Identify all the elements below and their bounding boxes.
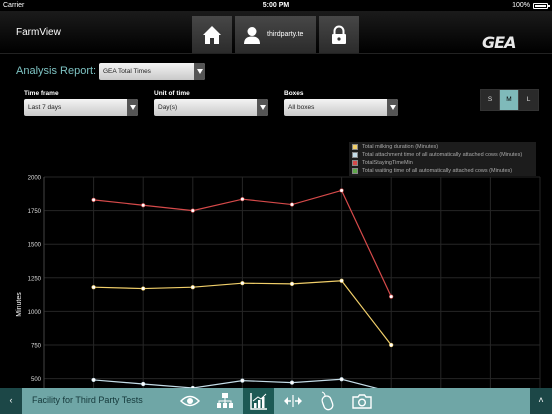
clock: 5:00 PM (262, 2, 290, 9)
bar-chart-icon (249, 393, 267, 410)
data-point (240, 378, 245, 383)
legend-item: Total attachment time of all automatical… (352, 151, 533, 159)
line-chart: 500 750 1000 1250 1500 1750 2000 Minutes (16, 176, 541, 388)
boxes-select[interactable]: All boxes (284, 99, 398, 116)
top-nav: FarmView thirdparty.te GEA (0, 11, 552, 54)
carrier-label: Carrier (3, 2, 25, 9)
y-tick-label: 750 (31, 343, 42, 349)
y-tick-label: 1000 (28, 310, 42, 316)
layout-button[interactable] (209, 388, 240, 414)
chevron-left-icon: ‹ (9, 395, 13, 405)
legend-item: Total waiting time of all automatically … (352, 167, 533, 175)
unit-of-time-select-value: Day(s) (158, 104, 178, 111)
facility-name: Facility for Third Party Tests (32, 395, 143, 405)
user-button[interactable]: thirdparty.te (235, 16, 316, 53)
data-point (240, 197, 245, 202)
home-icon (203, 25, 221, 44)
y-tick-label: 1750 (28, 209, 42, 215)
previous-button[interactable]: ‹ (0, 388, 22, 414)
camera-icon (351, 394, 372, 409)
mouse-icon (320, 391, 333, 411)
data-point (289, 380, 295, 385)
scroll-up-button[interactable]: ˄ (530, 388, 552, 414)
eye-icon (179, 395, 200, 407)
lock-button[interactable] (319, 16, 359, 53)
data-point (339, 377, 344, 382)
data-point (389, 294, 394, 299)
timeframe-select-value: Last 7 days (28, 104, 62, 111)
y-tick-label: 500 (31, 377, 42, 383)
legend-swatch (352, 160, 358, 166)
battery-icon (533, 3, 550, 9)
y-tick-label: 1500 (28, 243, 42, 249)
data-point (289, 202, 295, 207)
timeframe-label: Time frame (24, 90, 59, 97)
chart-legend: Total milking duration (Minutes) Total a… (349, 142, 536, 176)
report-select-value: GEA Total Times (103, 68, 151, 75)
data-point (141, 203, 146, 208)
legend-label: Total waiting time of all automatically … (362, 168, 513, 174)
data-point (389, 342, 394, 348)
y-axis-label: Minutes (16, 292, 23, 317)
data-point (91, 197, 96, 202)
home-button[interactable] (192, 16, 232, 53)
legend-swatch (352, 144, 358, 150)
chevron-up-icon: ˄ (538, 395, 544, 405)
boxes-label: Boxes (284, 90, 304, 97)
bottom-toolbar: ‹ Facility for Third Party Tests (0, 388, 552, 414)
data-point (289, 281, 295, 286)
touch-button[interactable] (311, 388, 342, 414)
boxes-select-value: All boxes (288, 104, 315, 111)
unit-of-time-label: Unit of time (154, 90, 190, 97)
data-point (91, 377, 96, 383)
expand-button[interactable] (277, 388, 308, 414)
chart-button[interactable] (243, 388, 274, 414)
camera-button[interactable] (346, 388, 377, 414)
y-tick-label: 2000 (28, 176, 42, 182)
expand-horizontal-icon (283, 395, 302, 407)
legend-label: TotalStayingTimeMin (362, 160, 413, 166)
app-title: FarmView (16, 27, 61, 38)
legend-item: TotalStayingTimeMin (352, 159, 533, 167)
report-select[interactable]: GEA Total Times (99, 63, 205, 80)
data-point (190, 208, 195, 213)
size-toggle: S M L (480, 89, 539, 111)
data-point (91, 285, 96, 290)
data-point (339, 278, 344, 283)
legend-swatch (352, 168, 358, 174)
lock-icon (332, 25, 346, 44)
chevron-down-icon (257, 99, 268, 116)
chevron-down-icon (387, 99, 398, 116)
chevron-down-icon (127, 99, 138, 116)
data-point (141, 381, 146, 387)
y-tick-label: 1250 (28, 276, 42, 282)
chevron-down-icon (194, 63, 205, 80)
legend-item: Total milking duration (Minutes) (352, 143, 533, 151)
analysis-report-label: Analysis Report: (16, 65, 97, 77)
data-point (240, 281, 245, 286)
timeframe-select[interactable]: Last 7 days (24, 99, 138, 116)
size-m-button[interactable]: M (500, 90, 519, 110)
data-point (190, 285, 195, 290)
legend-label: Total milking duration (Minutes) (362, 144, 439, 150)
battery-percent: 100% (512, 2, 530, 9)
data-point (339, 188, 344, 193)
legend-label: Total attachment time of all automatical… (362, 152, 523, 158)
view-button[interactable] (174, 388, 205, 414)
size-l-button[interactable]: L (519, 90, 538, 110)
gea-logo: GEA (482, 33, 516, 52)
unit-of-time-select[interactable]: Day(s) (154, 99, 268, 116)
user-icon (244, 26, 260, 44)
size-s-button[interactable]: S (481, 90, 500, 110)
data-point (141, 286, 146, 291)
legend-swatch (352, 152, 358, 158)
user-name: thirdparty.te (267, 31, 304, 38)
hierarchy-icon (216, 393, 233, 408)
status-bar: Carrier 5:00 PM 100% (0, 0, 552, 11)
